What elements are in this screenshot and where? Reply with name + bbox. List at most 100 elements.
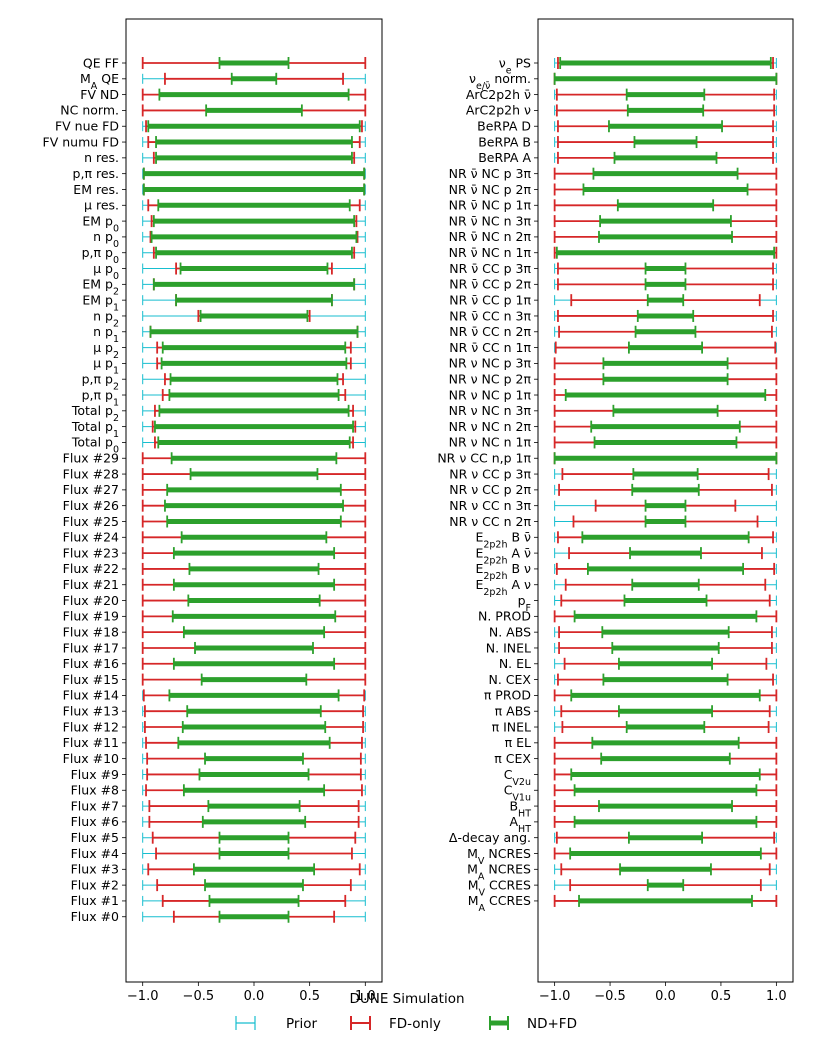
row-label-n-cex: N. CEX xyxy=(489,672,532,687)
row-label-flux-12: Flux #12 xyxy=(63,719,119,734)
row-label-prod: π PROD xyxy=(484,688,531,703)
label-text: NR ν NC p 3π xyxy=(449,356,532,371)
label-text: QE xyxy=(97,71,119,86)
label-text: CCRES xyxy=(485,877,531,892)
row-label-flux-26: Flux #26 xyxy=(63,498,119,513)
row-label-a-ht: AHT xyxy=(509,814,531,835)
row-label-n-p-1: n p1 xyxy=(93,324,119,345)
label-subscript: V1u xyxy=(512,792,531,803)
label-text: NR ν NC p 1π xyxy=(449,387,532,402)
legend: Prior FD-only ND+FD xyxy=(235,1016,577,1032)
row-label-em-p-0: EM p0 xyxy=(82,213,119,234)
label-text: NR ν̄ CC n 2π xyxy=(449,324,531,339)
label-text: E xyxy=(475,577,483,592)
label-text: EM res. xyxy=(73,182,119,197)
row-label-m-v-ccres: MV CCRES xyxy=(468,877,531,898)
label-text: C xyxy=(504,767,513,782)
row-label-nr-cc-p-2: NR ν̄ CC p 2π xyxy=(449,277,531,292)
label-text: Flux #20 xyxy=(63,593,119,608)
label-text: Total p xyxy=(71,403,113,418)
label-subscript: A xyxy=(91,81,98,92)
label-text: NR ν̄ CC p 1π xyxy=(449,292,531,307)
label-text: Flux #3 xyxy=(71,862,119,877)
label-text: Flux #7 xyxy=(71,798,119,813)
label-text: p,π p xyxy=(82,245,113,260)
row-label-nr-nc-n-1: NR ν NC n 1π xyxy=(449,435,532,450)
row-label-el: π EL xyxy=(505,735,531,750)
label-text: A xyxy=(509,814,518,829)
label-text: N. EL xyxy=(499,656,531,671)
row-label-flux-3: Flux #3 xyxy=(71,862,119,877)
row-label-p-1: μ p1 xyxy=(93,356,119,377)
row-label-p-res: p,π res. xyxy=(73,166,119,181)
xtick-label-0: −1.0 xyxy=(127,989,159,1004)
label-subscript: HT xyxy=(518,824,531,835)
row-label-flux-16: Flux #16 xyxy=(63,656,119,671)
row-label-flux-21: Flux #21 xyxy=(63,577,119,592)
row-label-nr-nc-p-3: NR ν NC p 3π xyxy=(449,356,532,371)
label-text: Flux #8 xyxy=(71,783,119,798)
label-text: p xyxy=(518,593,526,608)
label-text: EM p xyxy=(82,277,113,292)
label-subscript: 2p2h xyxy=(483,539,507,550)
row-label-flux-7: Flux #7 xyxy=(71,798,119,813)
label-text: Flux #11 xyxy=(63,735,119,750)
label-subscript: HT xyxy=(518,808,531,819)
label-text: E xyxy=(475,545,483,560)
label-subscript: 1 xyxy=(113,397,119,408)
label-text: NR ν̄ CC p 3π xyxy=(449,261,531,276)
row-label-nr-nc-n-1: NR ν̄ NC n 1π xyxy=(449,245,532,260)
row-label-flux-22: Flux #22 xyxy=(63,561,119,576)
label-text: NR ν CC n 3π xyxy=(449,498,531,513)
row-label-berpa-a: BeRPA A xyxy=(478,150,531,165)
label-text: π INEL xyxy=(492,719,531,734)
label-text: Flux #13 xyxy=(63,704,119,719)
row-label-arc2p2h: ArC2p2h ν xyxy=(466,103,531,118)
xtick-label-1: −0.5 xyxy=(183,989,215,1004)
row-label-flux-1: Flux #1 xyxy=(71,893,119,908)
row-label-em-p-2: EM p2 xyxy=(82,277,119,298)
xtick-label-2: 0.0 xyxy=(655,989,676,1004)
label-text: BeRPA D xyxy=(477,119,531,134)
label-text: ArC2p2h ν̄ xyxy=(466,87,531,102)
label-subscript: F xyxy=(526,602,531,613)
row-label-total-p-2: Total p2 xyxy=(71,403,119,424)
label-text: NR ν NC p 2π xyxy=(449,372,532,387)
label-subscript: 1 xyxy=(113,365,119,376)
label-text: Flux #23 xyxy=(63,545,119,560)
label-text: Flux #21 xyxy=(63,577,119,592)
label-text: NC norm. xyxy=(60,103,119,118)
label-text: NR ν CC n 2π xyxy=(449,514,531,529)
label-text: Flux #15 xyxy=(63,672,119,687)
label-text: EM p xyxy=(82,292,113,307)
label-text: Flux #27 xyxy=(63,482,119,497)
label-text: μ res. xyxy=(84,198,119,213)
row-label-e-2p2h-a: E2p2h A ν xyxy=(475,577,531,598)
row-label-flux-10: Flux #10 xyxy=(63,751,119,766)
row-label-flux-17: Flux #17 xyxy=(63,640,119,655)
row-label-fv-nue-fd: FV nue FD xyxy=(55,119,119,134)
row-label-n-p-0: n p0 xyxy=(93,229,119,250)
label-text: Flux #29 xyxy=(63,451,119,466)
row-label-total-p-0: Total p0 xyxy=(71,435,119,456)
label-text: NR ν̄ NC n 1π xyxy=(449,245,532,260)
row-label-n-res: n res. xyxy=(84,150,119,165)
row-label-em-p-1: EM p1 xyxy=(82,292,119,313)
row-label-nr-cc-n-p-1: NR ν CC n,p 1π xyxy=(437,451,531,466)
label-text: FV ND xyxy=(80,87,119,102)
legend-item-ndfd: ND+FD xyxy=(489,1016,577,1032)
row-label-nr-nc-p-1: NR ν̄ NC p 1π xyxy=(449,198,532,213)
label-text: BeRPA A xyxy=(478,150,531,165)
label-subscript: 0 xyxy=(113,444,119,455)
label-text: p,π p xyxy=(82,372,113,387)
legend-prior-label: Prior xyxy=(286,1016,317,1032)
label-text: NR ν CC n,p 1π xyxy=(437,451,531,466)
row-label-c-v1u: CV1u xyxy=(504,783,531,804)
label-text: Flux #4 xyxy=(71,846,119,861)
xtick-label-3: 0.5 xyxy=(299,989,320,1004)
row-label-flux-11: Flux #11 xyxy=(63,735,119,750)
label-text: Flux #2 xyxy=(71,877,119,892)
label-text: ν xyxy=(469,71,476,86)
row-label-p-0: μ p0 xyxy=(93,261,119,282)
